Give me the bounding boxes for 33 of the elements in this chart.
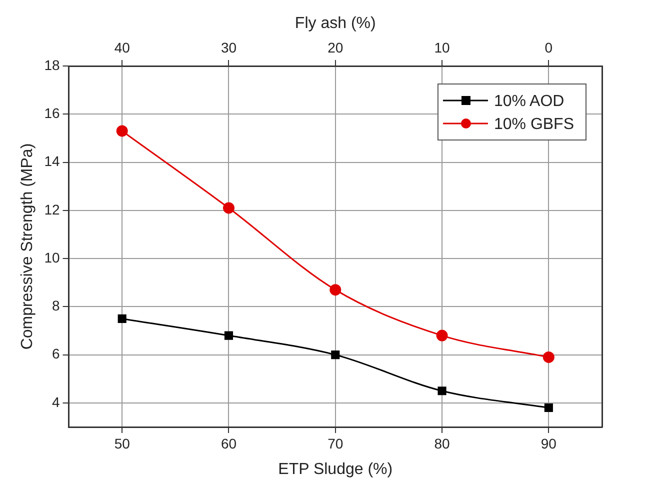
point bbox=[224, 331, 234, 340]
y-tick-label: 10 bbox=[44, 249, 60, 266]
y-tick-label: 18 bbox=[44, 56, 60, 73]
x-tick-label: 60 bbox=[220, 435, 237, 452]
y-axis-title: Compressive Strength (MPa) bbox=[19, 143, 36, 350]
x2-tick-label: 0 bbox=[544, 39, 553, 56]
y-tick-label: 8 bbox=[52, 298, 60, 314]
x-axis-title: ETP Sludge (%) bbox=[278, 460, 393, 478]
point bbox=[438, 386, 446, 396]
legend-label: 10% GBFS bbox=[494, 116, 574, 133]
y-tick-label: 12 bbox=[44, 201, 60, 218]
x-tick-label: 50 bbox=[114, 435, 130, 452]
point bbox=[436, 330, 448, 342]
x2-tick-label: 20 bbox=[328, 39, 344, 56]
point bbox=[544, 403, 553, 412]
point bbox=[542, 351, 554, 363]
x-tick-label: 90 bbox=[540, 435, 557, 452]
point bbox=[331, 350, 340, 360]
x2-tick-label: 40 bbox=[114, 39, 130, 56]
x-tick-label: 70 bbox=[328, 435, 344, 452]
point bbox=[222, 202, 234, 214]
point bbox=[118, 314, 126, 323]
x2-tick-label: 10 bbox=[434, 39, 450, 56]
point bbox=[330, 284, 342, 296]
point bbox=[116, 125, 128, 137]
x2-axis-title: Fly ash (%) bbox=[294, 15, 376, 32]
y-tick-label: 16 bbox=[44, 104, 60, 121]
y-tick-label: 14 bbox=[44, 153, 60, 170]
x2-tick-label: 30 bbox=[220, 39, 237, 56]
x-tick-label: 80 bbox=[434, 435, 450, 452]
y-tick-label: 6 bbox=[52, 346, 60, 362]
legend-label: 10% AOD bbox=[494, 92, 564, 110]
y-tick-label: 4 bbox=[52, 394, 60, 410]
